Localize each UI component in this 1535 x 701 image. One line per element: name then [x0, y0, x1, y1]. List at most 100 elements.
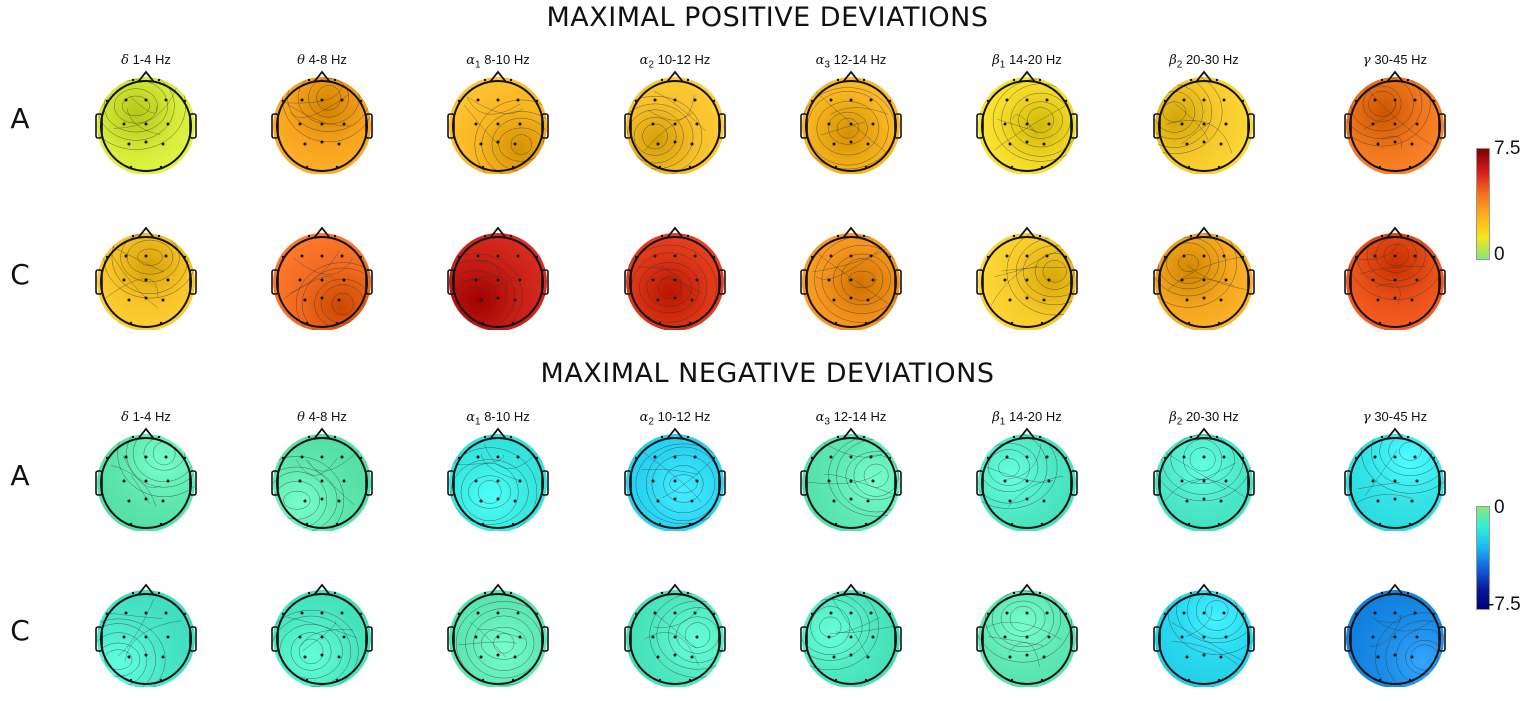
- positive-section-title: MAXIMAL POSITIVE DEVIATIONS: [546, 2, 989, 33]
- topomap-negative-a-2: [267, 421, 377, 532]
- band-range: 4-8 Hz: [304, 409, 347, 424]
- topomap-negative-c-7: [1149, 577, 1259, 688]
- band-symbol: δ: [121, 410, 129, 425]
- band-subscript: 1: [999, 59, 1006, 71]
- positive-band-label-2: θ 4-8 Hz: [247, 52, 397, 68]
- band-range: 10-12 Hz: [653, 52, 711, 67]
- topomap-negative-a-8: [1340, 421, 1450, 532]
- colorbar-negative: [1476, 506, 1490, 610]
- topomap-negative-c-8: [1340, 577, 1450, 688]
- band-range: 4-8 Hz: [304, 52, 347, 67]
- topomap-positive-c-7: [1149, 220, 1259, 331]
- row-label-positive-c: C: [10, 258, 30, 291]
- negative-band-label-8: γ 30-45 Hz: [1320, 409, 1470, 425]
- positive-band-label-3: α1 8-10 Hz: [423, 52, 573, 71]
- topomap-positive-c-2: [267, 220, 377, 331]
- positive-band-label-7: β2 20-30 Hz: [1129, 52, 1279, 71]
- positive-band-label-4: α2 10-12 Hz: [600, 52, 750, 71]
- topomap-positive-c-5: [796, 220, 906, 331]
- topomap-positive-c-1: [91, 220, 201, 331]
- negative-section-title: MAXIMAL NEGATIVE DEVIATIONS: [540, 358, 995, 389]
- band-range: 12-14 Hz: [829, 52, 887, 67]
- row-label-negative-c: C: [10, 614, 30, 647]
- topomap-positive-c-8: [1340, 220, 1450, 331]
- band-symbol: α: [466, 410, 476, 425]
- band-range: 1-4 Hz: [128, 409, 171, 424]
- topomap-positive-a-6: [972, 64, 1082, 175]
- positive-band-label-1: δ 1-4 Hz: [71, 52, 221, 68]
- band-range: 30-45 Hz: [1370, 409, 1428, 424]
- topomap-negative-a-1: [91, 421, 201, 532]
- band-range: 14-20 Hz: [1005, 52, 1062, 67]
- band-symbol: γ: [1362, 410, 1371, 425]
- negative-band-label-4: α2 10-12 Hz: [600, 409, 750, 428]
- band-symbol: β: [1169, 53, 1177, 68]
- negative-band-label-6: β1 14-20 Hz: [952, 409, 1102, 428]
- band-range: 1-4 Hz: [128, 52, 171, 67]
- band-symbol: α: [466, 53, 476, 68]
- band-symbol: α: [815, 53, 825, 68]
- topomap-positive-c-4: [620, 220, 730, 331]
- band-symbol: γ: [1362, 53, 1371, 68]
- topomap-negative-c-5: [796, 577, 906, 688]
- topomap-negative-a-3: [443, 421, 553, 532]
- band-subscript: 2: [1176, 416, 1183, 428]
- topomap-positive-c-6: [972, 220, 1082, 331]
- negative-band-label-5: α3 12-14 Hz: [776, 409, 926, 428]
- colorbar-negative-max: 0: [1494, 497, 1505, 518]
- topomap-positive-a-7: [1149, 64, 1259, 175]
- negative-band-label-1: δ 1-4 Hz: [71, 409, 221, 425]
- topomap-negative-c-2: [267, 577, 377, 688]
- negative-band-label-3: α1 8-10 Hz: [423, 409, 573, 428]
- band-subscript: 1: [475, 59, 481, 71]
- negative-band-label-2: θ 4-8 Hz: [247, 409, 397, 425]
- topomap-negative-a-5: [796, 421, 906, 532]
- band-subscript: 1: [475, 416, 481, 428]
- topomap-positive-a-8: [1340, 64, 1450, 175]
- band-range: 14-20 Hz: [1005, 409, 1062, 424]
- band-subscript: 1: [999, 416, 1006, 428]
- negative-band-label-7: β2 20-30 Hz: [1129, 409, 1279, 428]
- band-range: 8-10 Hz: [480, 52, 530, 67]
- topomap-negative-c-6: [972, 577, 1082, 688]
- colorbar-positive: [1476, 148, 1490, 260]
- topomap-positive-a-4: [620, 64, 730, 175]
- topomap-positive-a-3: [443, 64, 553, 175]
- topomap-positive-a-5: [796, 64, 906, 175]
- band-range: 30-45 Hz: [1370, 52, 1428, 67]
- band-subscript: 2: [648, 59, 654, 71]
- band-range: 10-12 Hz: [653, 409, 711, 424]
- topomap-negative-a-4: [620, 421, 730, 532]
- band-symbol: β: [992, 53, 1000, 68]
- topomap-negative-c-1: [91, 577, 201, 688]
- band-subscript: 3: [824, 416, 830, 428]
- positive-band-label-6: β1 14-20 Hz: [952, 52, 1102, 71]
- colorbar-positive-min: 0: [1494, 244, 1505, 265]
- band-subscript: 3: [824, 59, 830, 71]
- colorbar-negative-min: -7.5: [1488, 594, 1521, 615]
- band-symbol: α: [815, 410, 825, 425]
- band-symbol: θ: [297, 53, 305, 68]
- positive-band-label-5: α3 12-14 Hz: [776, 52, 926, 71]
- topomap-negative-c-3: [443, 577, 553, 688]
- band-symbol: α: [639, 53, 649, 68]
- topomap-positive-a-2: [267, 64, 377, 175]
- topomap-positive-a-1: [91, 64, 201, 175]
- topomap-positive-c-3: [443, 220, 553, 331]
- band-symbol: α: [639, 410, 649, 425]
- band-range: 20-30 Hz: [1182, 52, 1239, 67]
- topomap-negative-a-7: [1149, 421, 1259, 532]
- topomap-negative-a-6: [972, 421, 1082, 532]
- band-symbol: θ: [297, 410, 305, 425]
- band-range: 20-30 Hz: [1182, 409, 1239, 424]
- band-range: 12-14 Hz: [829, 409, 887, 424]
- band-symbol: δ: [121, 53, 129, 68]
- band-subscript: 2: [648, 416, 654, 428]
- row-label-positive-a: A: [10, 102, 30, 135]
- row-label-negative-a: A: [10, 459, 30, 492]
- positive-band-label-8: γ 30-45 Hz: [1320, 52, 1470, 68]
- band-range: 8-10 Hz: [480, 409, 530, 424]
- topomap-negative-c-4: [620, 577, 730, 688]
- band-subscript: 2: [1176, 59, 1183, 71]
- band-symbol: β: [992, 410, 1000, 425]
